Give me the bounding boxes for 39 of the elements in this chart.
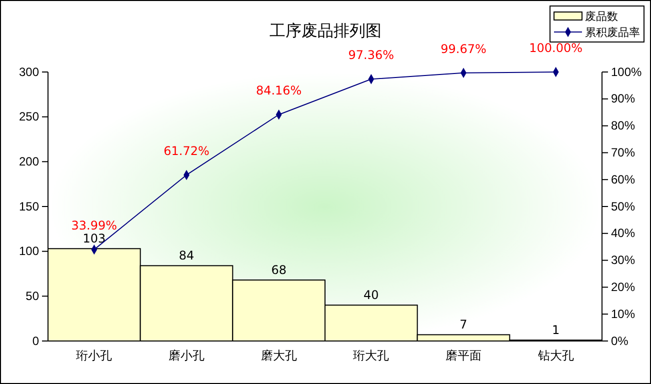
y-tick-label: 150 [18, 199, 40, 214]
chart-title: 工序废品排列图 [270, 21, 382, 40]
data-label: 103 [82, 232, 106, 246]
x-tick-label: 磨平面 [446, 348, 482, 363]
y-tick-label: 300 [18, 64, 40, 79]
legend-label: 废品数 [585, 10, 618, 23]
data-label: 68 [271, 263, 286, 278]
y2-tick-label: 80% [611, 118, 636, 133]
y2-tick-label: 90% [611, 92, 636, 106]
x-tick-label: 钻大孔 [536, 348, 574, 363]
data-label: 84.16% [256, 84, 302, 98]
y2-tick-label: 0% [611, 334, 629, 348]
data-label: 1 [552, 323, 560, 338]
y-tick-label: 50 [26, 289, 40, 304]
y2-tick-label: 100% [611, 64, 642, 79]
x-tick-label: 磨大孔 [260, 348, 297, 363]
data-label: 99.67% [440, 42, 486, 56]
data-label: 33.99% [71, 218, 118, 233]
y2-tick-label: 30% [611, 253, 636, 268]
data-label: 61.72% [164, 144, 210, 158]
legend-label: 累积废品率 [585, 26, 640, 39]
data-label: 7 [460, 318, 468, 332]
data-label: 97.36% [348, 48, 394, 62]
y2-tick-label: 50% [611, 199, 636, 214]
y2-tick-label: 70% [611, 146, 636, 160]
y-tick-label: 250 [18, 110, 40, 124]
data-label: 100.00% [529, 41, 583, 55]
y-tick-label: 200 [18, 154, 40, 169]
data-label: 40 [364, 288, 379, 302]
x-tick-label: 磨小孔 [168, 348, 204, 363]
x-tick-label: 珩大孔 [353, 348, 390, 363]
y-tick-label: 100 [18, 244, 40, 258]
y2-tick-label: 10% [611, 306, 636, 321]
data-label: 84 [178, 248, 194, 263]
y-tick-label: 0 [32, 334, 40, 348]
y2-tick-label: 40% [611, 226, 636, 240]
x-tick-label: 珩小孔 [76, 348, 112, 363]
y2-tick-label: 20% [611, 280, 636, 294]
y2-tick-label: 60% [611, 172, 636, 186]
